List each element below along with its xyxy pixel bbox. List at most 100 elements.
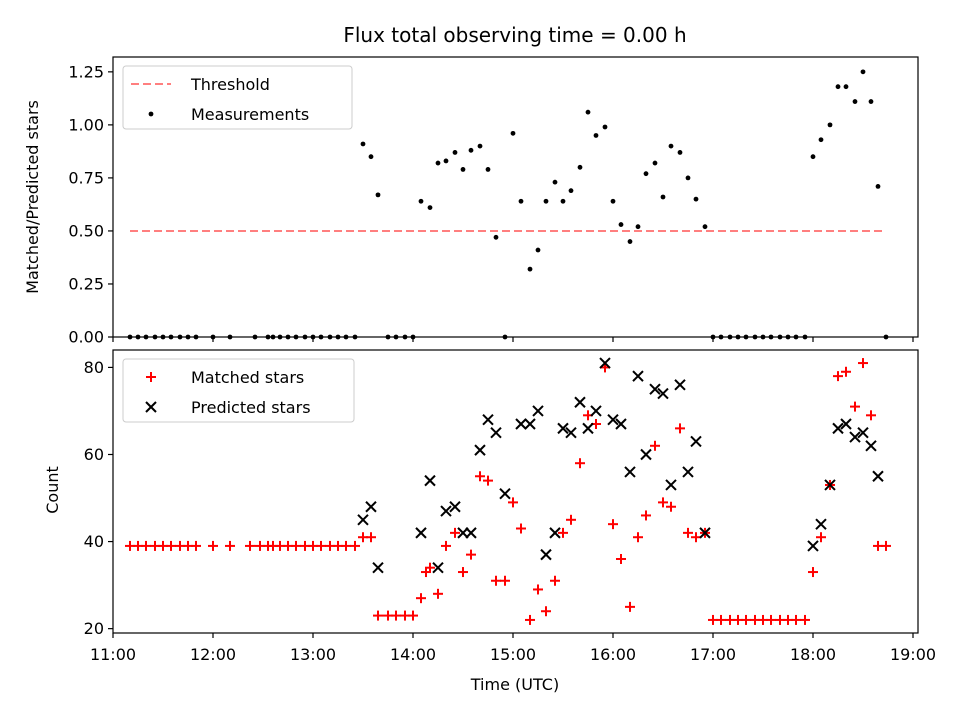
top-measurement-point [493, 234, 499, 240]
top-measurement-point [360, 141, 366, 147]
bottom-x-tick-label: 11:00 [90, 645, 136, 664]
bottom-predicted-star-point [372, 561, 384, 574]
bottom-matched-star-point [691, 532, 701, 543]
top-measurement-point [443, 158, 449, 164]
x-marker-b [640, 448, 652, 461]
top-measurement-point [543, 198, 549, 204]
top-measurement-point [418, 198, 424, 204]
bottom-matched-star-point [516, 523, 526, 534]
top-measurement-point [693, 196, 699, 202]
x-marker-b [490, 427, 502, 439]
x-marker-b [540, 548, 552, 561]
x-marker-b [824, 479, 836, 491]
bottom-matched-star-point [616, 553, 626, 564]
bottom-x-tick-label: 16:00 [590, 645, 636, 664]
bottom-matched-star-point [191, 540, 201, 551]
bottom-axes-frame [112, 349, 919, 634]
x-marker-b [674, 379, 686, 391]
top-measurement-point [652, 160, 658, 166]
bottom-predicted-star-point [824, 479, 836, 491]
x-marker-b [424, 474, 436, 487]
bottom-matched-star-point [633, 532, 643, 543]
top-measurement-point [810, 154, 816, 160]
bottom-matched-star-point [408, 610, 418, 621]
bottom-matched-star-point [675, 423, 685, 434]
legend-label: Predicted stars [191, 398, 311, 417]
top-measurement-point [627, 239, 633, 244]
top-measurement-point [568, 188, 574, 194]
bottom-matched-star-point [491, 575, 501, 586]
top-measurement-point [427, 205, 433, 211]
x-marker-b [582, 422, 594, 435]
bottom-predicted-star-point [657, 387, 669, 400]
bottom-matched-star-point [450, 527, 460, 538]
bottom-matched-star-point [525, 614, 535, 625]
x-marker-b [657, 387, 669, 400]
bottom-matched-star-point [850, 401, 860, 412]
bottom-predicted-star-point [565, 427, 577, 439]
bottom-matched-star-point [166, 540, 176, 551]
bottom-predicted-star-point [624, 466, 636, 478]
top-measurement-point [835, 84, 841, 90]
bottom-predicted-star-point [582, 422, 594, 435]
top-measurement-point [827, 122, 833, 128]
bottom-x-tick-label: 12:00 [190, 645, 236, 664]
x-marker-b [474, 444, 486, 456]
bottom-y-tick-label: 20 [84, 619, 104, 638]
top-measurement-point [527, 266, 533, 272]
top-measurement-point [375, 192, 381, 198]
bottom-matched-star-point [350, 540, 360, 551]
bottom-predicted-star-point [640, 448, 652, 461]
x-marker-b [372, 561, 384, 574]
x-marker-b [807, 540, 819, 552]
top-measurement-point [535, 247, 541, 253]
x-marker-b [649, 383, 661, 395]
bottom-matched-star-point [566, 514, 576, 525]
bottom-predicted-star-point [849, 431, 861, 443]
bottom-predicted-star-point [515, 418, 527, 430]
bottom-matched-star-point [808, 567, 818, 578]
legend-handle-predicted-b [145, 401, 157, 413]
top-measurement-point [577, 164, 583, 170]
bottom-predicted-star-point [649, 383, 661, 395]
top-measurement-point [643, 171, 649, 177]
legend-label: Matched stars [191, 368, 304, 387]
top-measurement-point [518, 198, 524, 204]
bottom-predicted-star-point [524, 418, 536, 430]
bottom-matched-star-point [658, 497, 668, 508]
x-marker-b [682, 466, 694, 478]
top-y-tick-label: 0.25 [68, 274, 104, 293]
bottom-matched-star-point [800, 614, 810, 625]
bottom-predicted-star-point [540, 548, 552, 561]
bottom-matched-star-point [391, 610, 401, 621]
x-marker-b [574, 396, 586, 408]
bottom-y-tick-label: 40 [84, 532, 104, 551]
x-marker-b [857, 427, 869, 439]
bottom-matched-star-point [475, 471, 485, 482]
top-plot-area: 0.00 0.25 0.50 0.75 1.00 1.25 Threshold Measure… [68, 56, 919, 347]
top-measurement-point [452, 150, 458, 155]
bottom-matched-star-point [458, 567, 468, 578]
bottom-matched-star-point [366, 532, 376, 543]
bottom-matched-star-point [483, 475, 493, 486]
bottom-matched-star-point [550, 575, 560, 586]
top-measurement-point [875, 183, 881, 189]
bottom-predicted-star-point [840, 418, 852, 430]
x-marker-b [415, 527, 427, 539]
bottom-matched-star-point [858, 358, 868, 369]
top-measurement-point [593, 133, 599, 138]
bottom-matched-star-point [575, 458, 585, 469]
bottom-predicted-star-point [857, 427, 869, 439]
top-measurement-point [585, 109, 591, 115]
bottom-matched-star-point [650, 440, 660, 451]
bottom-matched-star-point [866, 410, 876, 421]
bottom-predicted-star-point [432, 561, 444, 574]
bottom-predicted-star-point [872, 470, 884, 482]
x-marker-b [365, 501, 377, 513]
legend-box [122, 358, 355, 423]
x-marker-b [665, 479, 677, 491]
top-measurement-point [818, 137, 824, 143]
x-marker-b [440, 505, 452, 517]
x-marker-b [449, 501, 461, 513]
x-marker-b [815, 518, 827, 530]
